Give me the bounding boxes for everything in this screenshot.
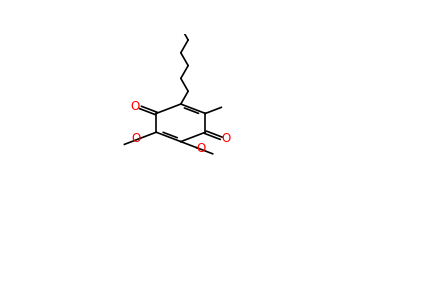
Text: O: O bbox=[221, 132, 230, 145]
Text: O: O bbox=[196, 142, 205, 155]
Text: O: O bbox=[130, 100, 140, 113]
Text: O: O bbox=[131, 133, 140, 146]
